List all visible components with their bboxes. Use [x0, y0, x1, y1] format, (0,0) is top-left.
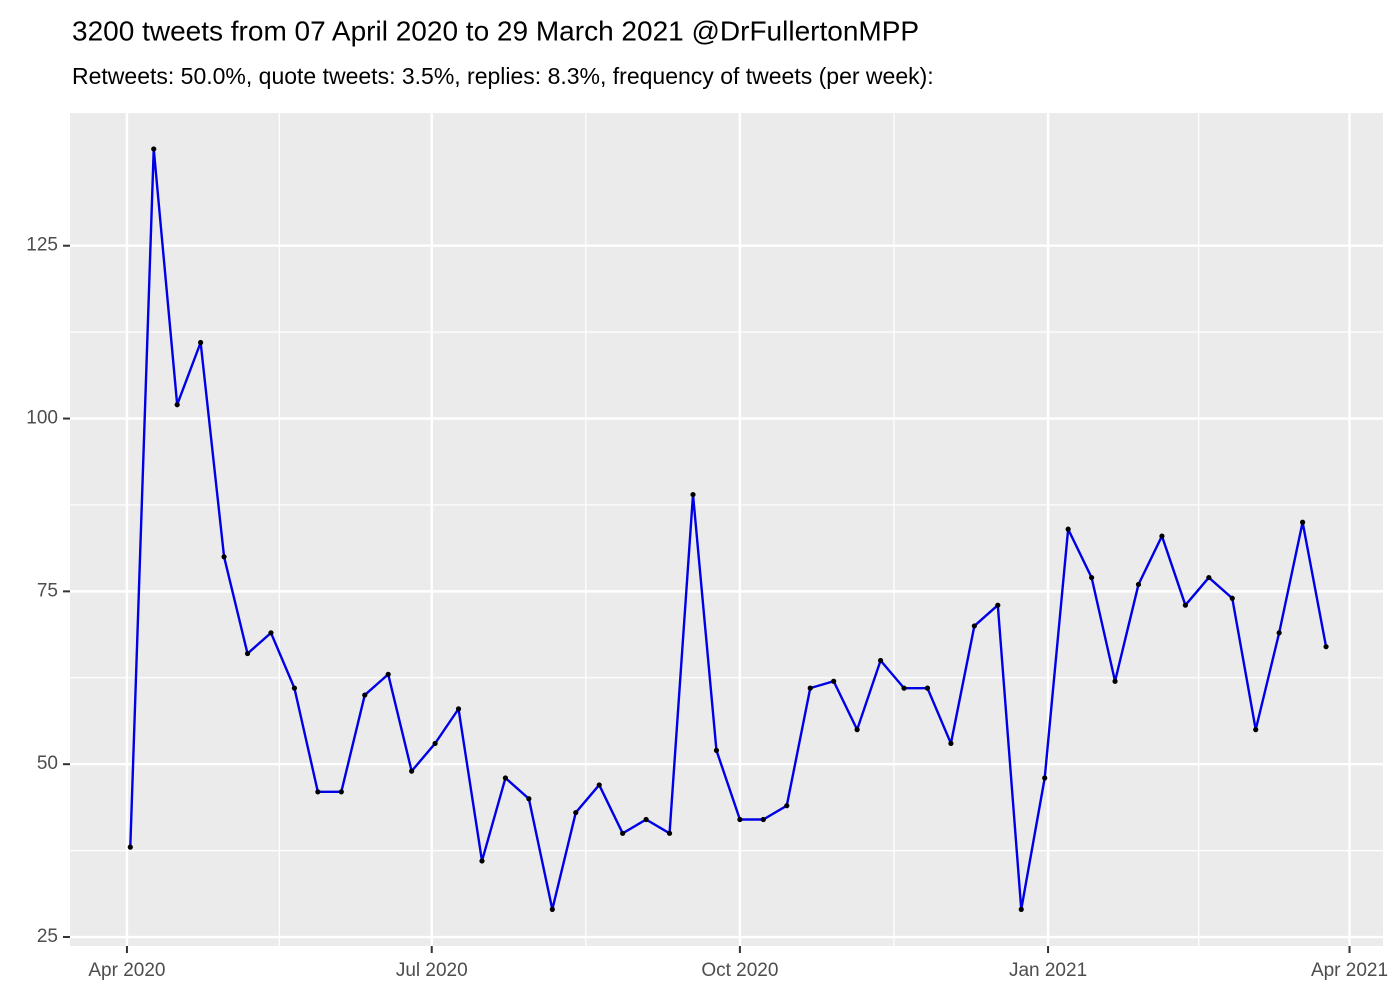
data-point — [479, 858, 485, 864]
data-point — [362, 692, 368, 698]
data-point — [971, 623, 977, 629]
data-point — [713, 747, 720, 753]
chart-title: 3200 tweets from 07 April 2020 to 29 Mar… — [72, 15, 919, 46]
data-point — [1088, 574, 1095, 581]
x-tick-label: Apr 2020 — [88, 960, 165, 981]
series-line — [129, 147, 1328, 911]
data-point — [1182, 602, 1188, 608]
data-point — [620, 830, 626, 836]
data-point — [502, 775, 509, 781]
data-point — [1300, 519, 1306, 525]
data-point — [690, 491, 696, 498]
x-tick-label: Apr 2021 — [1311, 960, 1388, 981]
x-tick-label: Oct 2020 — [701, 960, 778, 981]
data-point — [1229, 595, 1235, 601]
data-point — [948, 740, 954, 747]
data-point — [1159, 533, 1165, 539]
data-point — [244, 650, 251, 657]
y-tick-label: 100 — [26, 408, 58, 429]
data-point — [924, 685, 931, 691]
data-point — [760, 816, 766, 823]
data-point — [409, 768, 415, 774]
panel — [70, 113, 1383, 946]
x-tick-label: Jan 2021 — [1009, 960, 1087, 981]
data-point — [1018, 906, 1024, 912]
data-point — [151, 146, 157, 152]
data-point — [877, 657, 884, 664]
data-point — [1065, 526, 1071, 532]
data-point — [995, 602, 1001, 608]
data-point — [807, 685, 813, 691]
data-point — [432, 740, 438, 747]
data-point — [596, 782, 602, 788]
data-point — [385, 671, 391, 677]
data-point — [784, 803, 790, 809]
data-point — [1323, 644, 1329, 650]
data-point — [526, 796, 532, 802]
data-point — [573, 809, 579, 816]
data-point — [643, 816, 649, 823]
y-tick-label: 50 — [37, 753, 58, 774]
data-point — [1276, 630, 1282, 636]
data-point — [1253, 727, 1259, 733]
data-point — [737, 816, 743, 823]
data-point — [291, 685, 298, 691]
data-point — [315, 789, 321, 795]
data-point — [174, 402, 180, 408]
data-point — [666, 830, 673, 836]
data-point — [198, 339, 204, 346]
data-point — [831, 678, 837, 684]
chart-subtitle: Retweets: 50.0%, quote tweets: 3.5%, rep… — [72, 63, 934, 89]
y-tick-label: 75 — [37, 580, 58, 601]
data-point — [221, 554, 227, 560]
data-point — [455, 706, 462, 712]
data-point — [854, 727, 860, 733]
data-point — [549, 906, 555, 912]
data-point — [338, 789, 344, 795]
x-tick-label: Jul 2020 — [396, 960, 468, 981]
data-point — [901, 685, 907, 691]
data-point — [1042, 775, 1048, 781]
y-tick-label: 125 — [26, 235, 58, 256]
data-point — [1206, 574, 1212, 581]
y-tick-label: 25 — [37, 926, 58, 947]
data-point — [127, 844, 133, 850]
data-point — [1135, 581, 1142, 588]
data-point — [268, 630, 274, 636]
data-point — [1112, 678, 1118, 684]
